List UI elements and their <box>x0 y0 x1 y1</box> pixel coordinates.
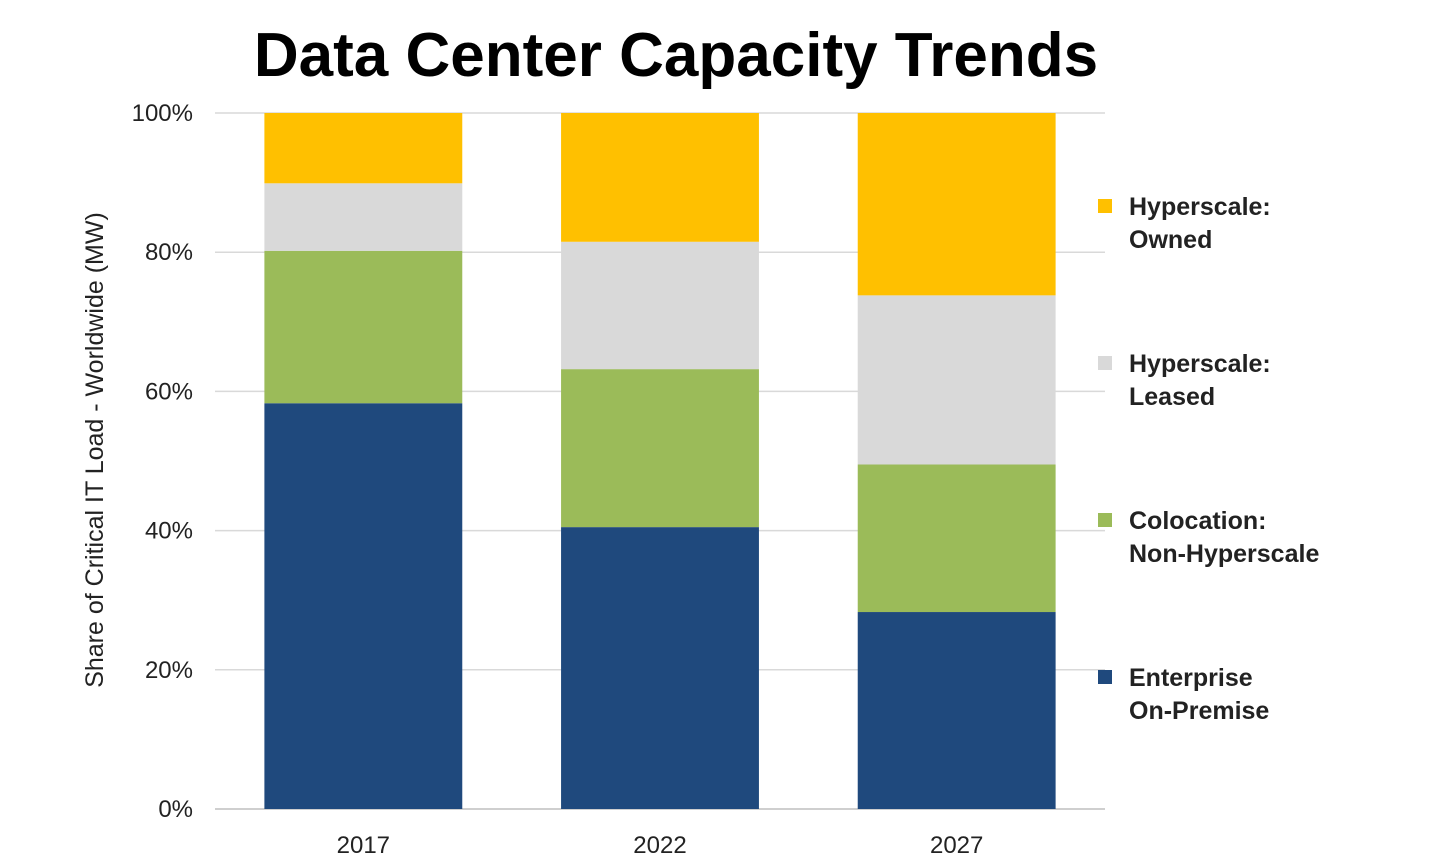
y-axis-ticks: 0% 20% 40% 60% 80% 100% <box>132 100 193 823</box>
bar-segment-2022-1 <box>561 369 759 528</box>
legend-label: Hyperscale: <box>1129 193 1271 221</box>
legend-swatch <box>1098 356 1112 370</box>
bar-segment-2022-2 <box>561 241 759 370</box>
legend-swatch <box>1098 670 1112 684</box>
y-tick-label: 100% <box>132 100 193 127</box>
bar-segment-2027-2 <box>857 295 1056 465</box>
bar-segment-2022-0 <box>561 527 759 809</box>
legend-item: Colocation: Non-Hyperscale <box>1098 507 1319 568</box>
legend-label: Hyperscale: <box>1129 350 1271 378</box>
legend-swatch <box>1098 199 1112 213</box>
legend: Hyperscale: Owned Hyperscale: Leased Colocat… <box>1098 193 1319 725</box>
y-tick-label: 20% <box>145 657 193 684</box>
legend-label: On-Premise <box>1129 697 1269 725</box>
legend-label: Non-Hyperscale <box>1129 540 1319 568</box>
legend-item: Hyperscale: Owned <box>1098 193 1271 254</box>
legend-label: Owned <box>1129 226 1212 254</box>
bar-segment-2027-1 <box>857 464 1056 613</box>
bars <box>264 113 1056 809</box>
bar-segment-2017-0 <box>264 403 463 809</box>
chart-title: Data Center Capacity Trends <box>254 21 1098 90</box>
bar-segment-2017-1 <box>264 250 463 404</box>
x-axis-ticks: 2017 2022 2027 <box>337 832 984 859</box>
y-axis-title: Share of Critical IT Load - Worldwide (M… <box>81 212 109 688</box>
x-tick-label: 2017 <box>337 832 390 859</box>
y-tick-label: 80% <box>145 239 193 266</box>
y-tick-label: 60% <box>145 378 193 405</box>
legend-item: Enterprise On-Premise <box>1098 664 1269 725</box>
legend-label: Enterprise <box>1129 664 1253 692</box>
bar-segment-2022-3 <box>561 113 759 242</box>
y-tick-label: 40% <box>145 518 193 545</box>
x-tick-label: 2027 <box>930 832 983 859</box>
bar-segment-2027-3 <box>857 113 1056 296</box>
legend-swatch <box>1098 513 1112 527</box>
legend-item: Hyperscale: Leased <box>1098 350 1271 411</box>
x-tick-label: 2022 <box>633 832 686 859</box>
legend-label: Leased <box>1129 383 1215 411</box>
y-tick-label: 0% <box>158 796 193 823</box>
bar-segment-2017-3 <box>264 113 463 184</box>
bar-segment-2027-0 <box>857 612 1056 809</box>
legend-label: Colocation: <box>1129 507 1267 535</box>
bar-segment-2017-2 <box>264 183 463 251</box>
